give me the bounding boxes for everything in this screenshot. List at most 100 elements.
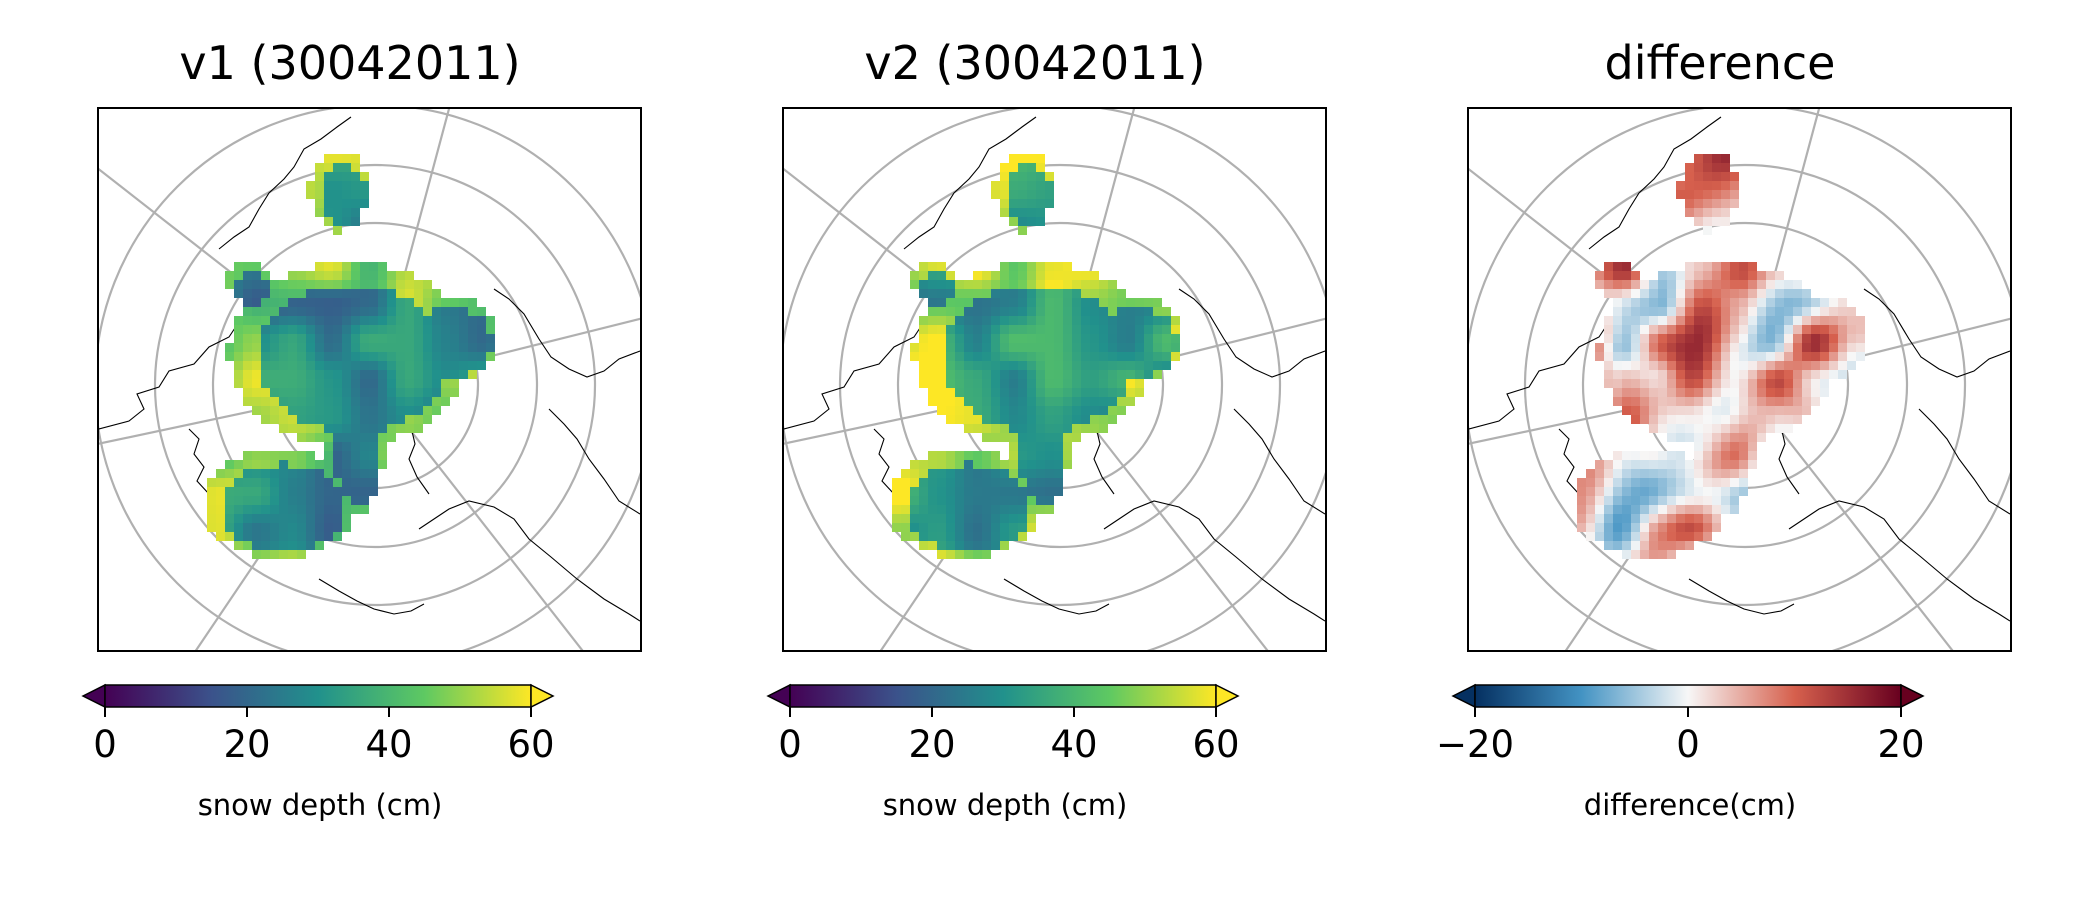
data-cell xyxy=(333,271,342,280)
data-cell xyxy=(243,388,252,397)
data-cell xyxy=(1712,172,1721,181)
data-cell xyxy=(1108,388,1117,397)
data-cell xyxy=(946,334,955,343)
data-cell xyxy=(1694,190,1703,199)
data-cell xyxy=(288,451,297,460)
data-cell xyxy=(982,433,991,442)
data-cell xyxy=(423,334,432,343)
data-cell xyxy=(243,262,252,271)
data-cell xyxy=(405,343,414,352)
data-cell xyxy=(306,406,315,415)
data-cell xyxy=(991,343,1000,352)
data-cell xyxy=(378,415,387,424)
data-cell xyxy=(1009,433,1018,442)
data-cell xyxy=(1162,316,1171,325)
data-cell xyxy=(1694,154,1703,163)
data-cell xyxy=(297,298,306,307)
data-cell xyxy=(360,442,369,451)
data-cell xyxy=(405,424,414,433)
data-cell xyxy=(1099,352,1108,361)
data-cell xyxy=(1036,289,1045,298)
data-cell xyxy=(937,406,946,415)
data-cell xyxy=(459,316,468,325)
data-cell xyxy=(270,550,279,559)
data-cell xyxy=(955,514,964,523)
data-cell xyxy=(1063,424,1072,433)
data-cell xyxy=(1658,478,1667,487)
data-cell xyxy=(351,442,360,451)
data-cell xyxy=(1081,334,1090,343)
data-cell xyxy=(937,325,946,334)
data-cell xyxy=(1099,334,1108,343)
data-cell xyxy=(360,361,369,370)
data-cell xyxy=(324,163,333,172)
data-cell xyxy=(1036,442,1045,451)
data-cell xyxy=(225,505,234,514)
data-cell xyxy=(279,451,288,460)
data-cell xyxy=(928,523,937,532)
data-cell xyxy=(982,487,991,496)
data-cell xyxy=(1108,406,1117,415)
data-cell xyxy=(459,343,468,352)
data-cell xyxy=(1685,433,1694,442)
data-cell xyxy=(1631,541,1640,550)
data-cell xyxy=(928,487,937,496)
meridian-line xyxy=(1744,384,1954,650)
data-cell xyxy=(1748,289,1757,298)
data-cell xyxy=(1027,298,1036,307)
data-cell xyxy=(1613,541,1622,550)
data-cell xyxy=(1811,361,1820,370)
data-cell xyxy=(324,424,333,433)
data-cell xyxy=(1829,352,1838,361)
data-cell xyxy=(414,415,423,424)
data-cell xyxy=(1640,289,1649,298)
data-cell xyxy=(1162,334,1171,343)
data-cell xyxy=(1054,271,1063,280)
data-cell xyxy=(387,298,396,307)
data-cell xyxy=(1757,334,1766,343)
data-cell xyxy=(252,388,261,397)
latitude-circle xyxy=(1581,221,1909,549)
data-cell xyxy=(1000,424,1009,433)
data-cell xyxy=(1739,271,1748,280)
data-cell xyxy=(351,361,360,370)
data-cell xyxy=(1604,379,1613,388)
data-cell xyxy=(1658,379,1667,388)
data-cell xyxy=(955,505,964,514)
data-cell xyxy=(1018,316,1027,325)
data-cell xyxy=(405,280,414,289)
data-cell xyxy=(414,352,423,361)
data-cell xyxy=(991,370,1000,379)
data-cell xyxy=(1631,289,1640,298)
data-cell xyxy=(279,406,288,415)
data-cell xyxy=(1577,505,1586,514)
data-cell xyxy=(1685,325,1694,334)
data-cell xyxy=(1027,424,1036,433)
data-cell xyxy=(1685,262,1694,271)
data-cell xyxy=(360,289,369,298)
data-cell xyxy=(441,379,450,388)
data-cell xyxy=(1622,460,1631,469)
data-cell xyxy=(1820,307,1829,316)
data-cell xyxy=(1721,181,1730,190)
data-cell xyxy=(1577,523,1586,532)
data-cell xyxy=(468,298,477,307)
data-cell xyxy=(1099,307,1108,316)
data-cell xyxy=(1757,433,1766,442)
data-cell xyxy=(937,388,946,397)
colorbar-tick xyxy=(104,707,106,717)
data-cell xyxy=(1018,361,1027,370)
data-cell xyxy=(1090,298,1099,307)
data-cell xyxy=(342,307,351,316)
data-cell xyxy=(1649,496,1658,505)
data-cell xyxy=(1820,316,1829,325)
data-cell xyxy=(1622,469,1631,478)
data-cell xyxy=(1063,379,1072,388)
data-cell xyxy=(1703,406,1712,415)
data-cell xyxy=(342,379,351,388)
data-cell xyxy=(450,298,459,307)
data-cell xyxy=(378,298,387,307)
data-cell xyxy=(234,469,243,478)
data-cell xyxy=(1018,325,1027,334)
data-cell xyxy=(955,478,964,487)
